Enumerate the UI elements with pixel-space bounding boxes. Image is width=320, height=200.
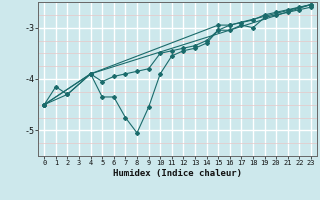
X-axis label: Humidex (Indice chaleur): Humidex (Indice chaleur) — [113, 169, 242, 178]
